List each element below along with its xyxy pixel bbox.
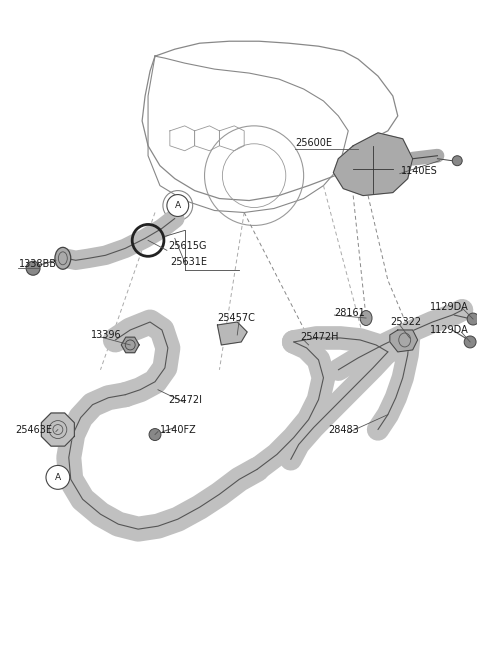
Circle shape	[26, 261, 40, 276]
Text: 25457C: 25457C	[217, 313, 255, 323]
Text: 1140FZ: 1140FZ	[160, 424, 197, 434]
Circle shape	[464, 336, 476, 348]
Polygon shape	[390, 330, 418, 352]
Polygon shape	[41, 413, 74, 446]
Text: 25472H: 25472H	[300, 332, 339, 342]
Polygon shape	[121, 337, 139, 353]
Circle shape	[467, 313, 479, 325]
Circle shape	[167, 195, 189, 216]
Circle shape	[452, 155, 462, 166]
Text: A: A	[55, 473, 61, 482]
Circle shape	[46, 465, 70, 489]
Text: A: A	[175, 201, 181, 210]
Text: 13396: 13396	[91, 330, 121, 340]
Text: 28483: 28483	[328, 424, 359, 434]
Text: 25322: 25322	[390, 317, 421, 327]
Circle shape	[149, 428, 161, 441]
Ellipse shape	[55, 247, 71, 269]
Text: 1140ES: 1140ES	[401, 166, 437, 176]
Ellipse shape	[360, 310, 372, 325]
Text: 25472I: 25472I	[168, 395, 202, 405]
Polygon shape	[217, 322, 247, 345]
Text: 1129DA: 1129DA	[430, 325, 468, 335]
Text: 28161: 28161	[335, 308, 365, 318]
Text: 25600E: 25600E	[296, 138, 333, 148]
Text: 25631E: 25631E	[170, 257, 207, 267]
Text: 25615G: 25615G	[168, 241, 206, 251]
Text: 1338BB: 1338BB	[19, 259, 57, 269]
Polygon shape	[334, 133, 413, 195]
Text: 25463E: 25463E	[15, 424, 52, 434]
Text: 1129DA: 1129DA	[430, 302, 468, 312]
